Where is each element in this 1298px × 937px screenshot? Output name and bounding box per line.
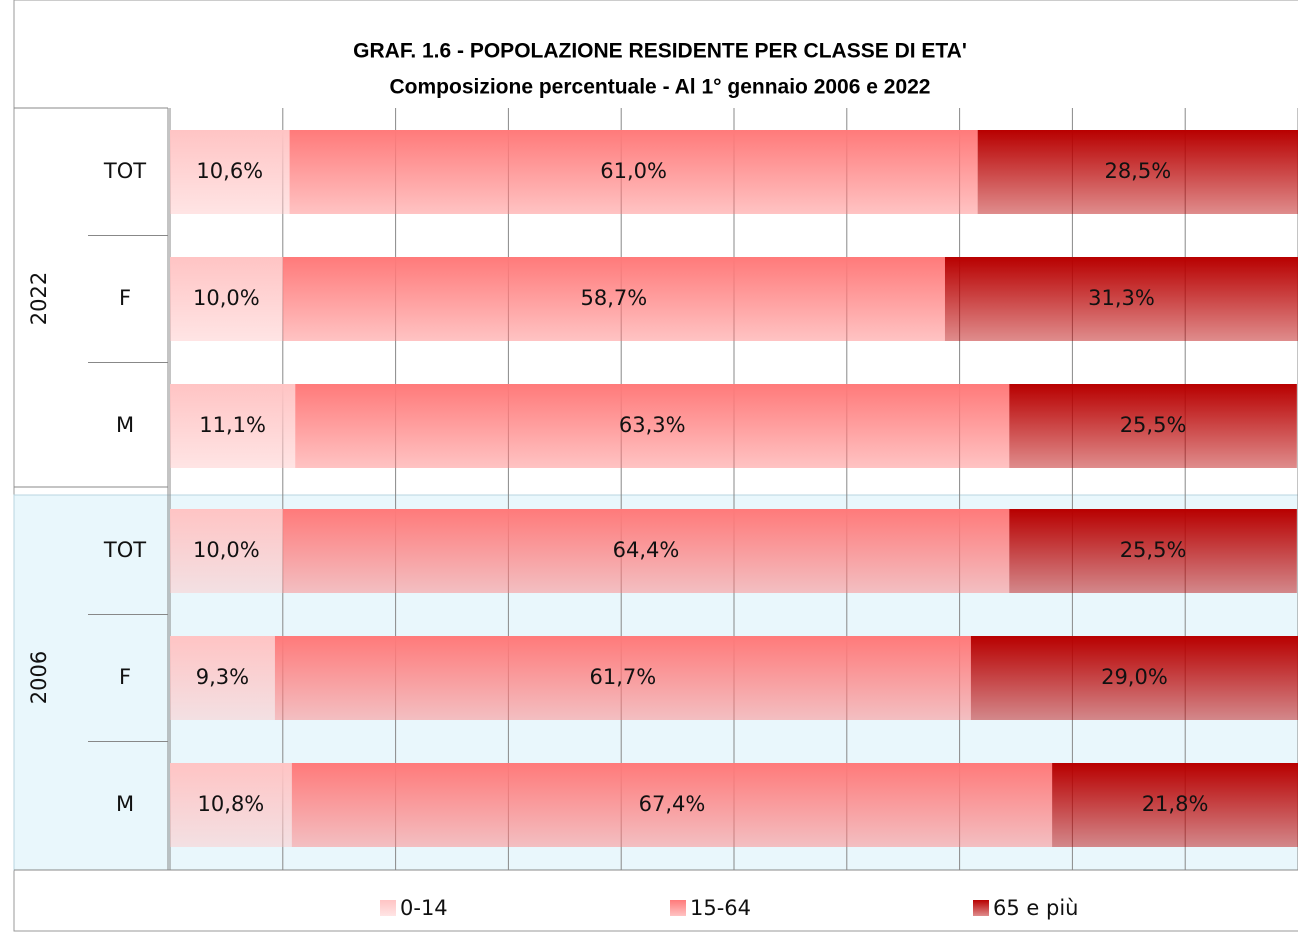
- bar-segment: [170, 509, 283, 593]
- legend-label: 0-14: [400, 896, 448, 920]
- bar-segment: [1052, 763, 1298, 847]
- bar-segment: [970, 636, 1298, 720]
- value-label: 21,8%: [1142, 792, 1209, 816]
- bar-segment: [170, 257, 283, 341]
- value-label: 31,3%: [1088, 286, 1155, 310]
- bar-segment: [1009, 384, 1297, 468]
- bar-segment: [170, 384, 296, 468]
- bar-segment: [977, 130, 1298, 214]
- group-label: 2022: [27, 272, 51, 325]
- value-label: 10,8%: [198, 792, 265, 816]
- category-label: F: [119, 286, 131, 310]
- chart-subtitle: Composizione percentuale - Al 1° gennaio…: [390, 76, 931, 99]
- value-label: 10,0%: [193, 538, 260, 562]
- value-label: 63,3%: [619, 413, 686, 437]
- group-label: 2006: [27, 651, 51, 704]
- bar-segment: [282, 509, 1010, 593]
- value-label: 67,4%: [639, 792, 706, 816]
- legend-label: 15-64: [690, 896, 751, 920]
- legend-swatch: [380, 900, 396, 916]
- value-label: 25,5%: [1120, 538, 1187, 562]
- bar-segment: [1009, 509, 1297, 593]
- legend-swatch: [670, 900, 686, 916]
- bar-segment: [291, 763, 1053, 847]
- bar-segment: [170, 636, 275, 720]
- value-label: 11,1%: [199, 413, 266, 437]
- category-label: M: [116, 792, 134, 816]
- bar-segment: [170, 130, 290, 214]
- value-label: 64,4%: [613, 538, 680, 562]
- legend-swatch: [973, 900, 989, 916]
- bar-segment: [944, 257, 1298, 341]
- value-label: 61,0%: [600, 159, 667, 183]
- bar-segment: [295, 384, 1010, 468]
- category-label: TOT: [103, 538, 146, 562]
- bar-segment: [170, 763, 292, 847]
- value-label: 58,7%: [581, 286, 648, 310]
- value-label: 61,7%: [590, 665, 657, 689]
- value-label: 28,5%: [1104, 159, 1171, 183]
- value-label: 10,0%: [193, 286, 260, 310]
- bar-segment: [282, 257, 945, 341]
- bar-segment: [289, 130, 978, 214]
- category-label: F: [119, 665, 131, 689]
- value-label: 29,0%: [1101, 665, 1168, 689]
- value-label: 10,6%: [196, 159, 263, 183]
- value-label: 25,5%: [1120, 413, 1187, 437]
- chart-title: GRAF. 1.6 - POPOLAZIONE RESIDENTE PER CL…: [353, 40, 967, 63]
- value-label: 9,3%: [196, 665, 249, 689]
- category-label: TOT: [103, 159, 146, 183]
- category-label: M: [116, 413, 134, 437]
- legend-label: 65 e più: [993, 896, 1078, 920]
- bar-segment: [274, 636, 971, 720]
